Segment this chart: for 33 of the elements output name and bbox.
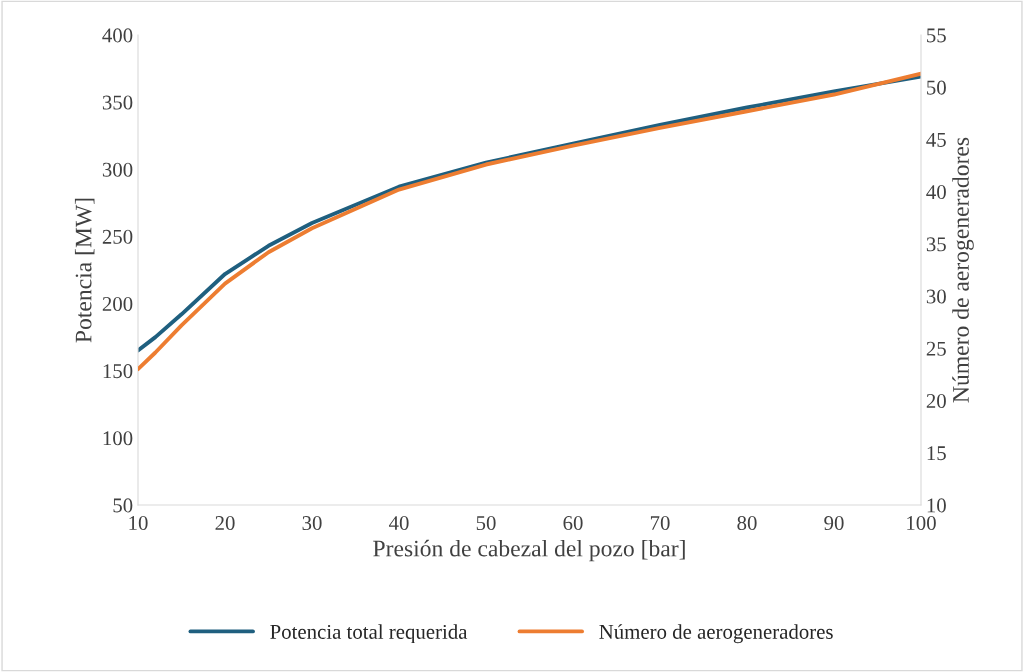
x-tick-label: 80 [737, 516, 757, 531]
x-tick-label: 40 [388, 516, 409, 531]
y2-tick-label: 50 [927, 80, 946, 95]
y-tick-label: 100 [103, 431, 133, 446]
y-tick-label: 200 [102, 296, 133, 311]
y-tick-label: 50 [113, 498, 133, 513]
y2-tick-label: 45 [926, 132, 946, 147]
y2-tick-label: 30 [926, 289, 946, 304]
x-tick-label: 60 [563, 516, 583, 531]
x-axis-title: Presión de cabezal del pozo [bar] [373, 539, 685, 562]
x-tick-label: 10 [129, 516, 148, 531]
legend-label: Potencia total requerida [270, 624, 468, 644]
y2-tick-label: 15 [927, 446, 946, 461]
y2-tick-label: 25 [926, 341, 946, 356]
x-tick-label: 30 [302, 516, 322, 531]
y-tick-label: 150 [103, 364, 133, 379]
x-tick-label: 70 [650, 516, 670, 531]
y2-axis-title: Número de aerogeneradores [952, 137, 974, 403]
y2-tick-label: 55 [927, 28, 946, 43]
y-tick-label: 400 [102, 28, 133, 43]
y2-tick-label: 10 [927, 498, 946, 513]
y2-tick-label: 40 [926, 185, 946, 200]
y-axis-title: Potencia [MW] [74, 198, 95, 343]
x-tick-label: 20 [215, 516, 235, 531]
y-tick-label: 300 [102, 162, 133, 177]
legend-label: Número de aerogeneradores [599, 624, 833, 644]
y2-tick-label: 20 [926, 393, 946, 408]
x-tick-label: 50 [476, 516, 496, 531]
y-tick-label: 250 [102, 229, 133, 244]
y-tick-label: 350 [102, 95, 133, 110]
y2-tick-label: 35 [926, 237, 946, 252]
x-tick-label: 100 [907, 516, 936, 531]
x-tick-label: 90 [824, 516, 844, 531]
